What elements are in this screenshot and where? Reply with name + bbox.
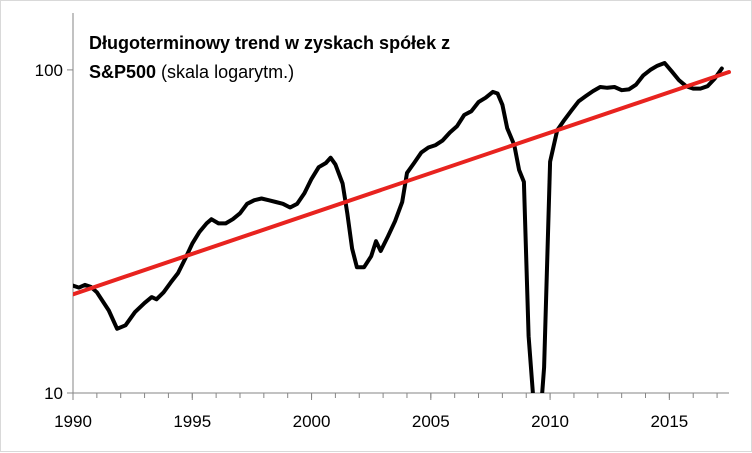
- series-line-earnings: [73, 61, 724, 393]
- chart-title-index: S&P500: [89, 62, 156, 82]
- x-tick-label: 2010: [531, 412, 569, 431]
- x-tick-label: 2015: [650, 412, 688, 431]
- y-tick-label: 10: [44, 384, 63, 403]
- x-tick-label: 2005: [412, 412, 450, 431]
- axes: 10 100 1990 1995 2000 2005 2010 2015: [35, 13, 729, 431]
- y-tick-label: 100: [35, 61, 63, 80]
- x-tick-label: 1990: [54, 412, 92, 431]
- chart-title-line2: S&P500 (skala logarytm.): [89, 62, 294, 82]
- chart-title: Długoterminowy trend w zyskach spółek z …: [89, 33, 450, 82]
- x-tick-label: 1995: [173, 412, 211, 431]
- x-tick-label: 2000: [293, 412, 331, 431]
- chart-title-line1: Długoterminowy trend w zyskach spółek z: [89, 33, 450, 53]
- chart-title-note: (skala logarytm.): [156, 62, 294, 82]
- series-line-trend: [73, 70, 731, 297]
- series-layer: [73, 61, 731, 393]
